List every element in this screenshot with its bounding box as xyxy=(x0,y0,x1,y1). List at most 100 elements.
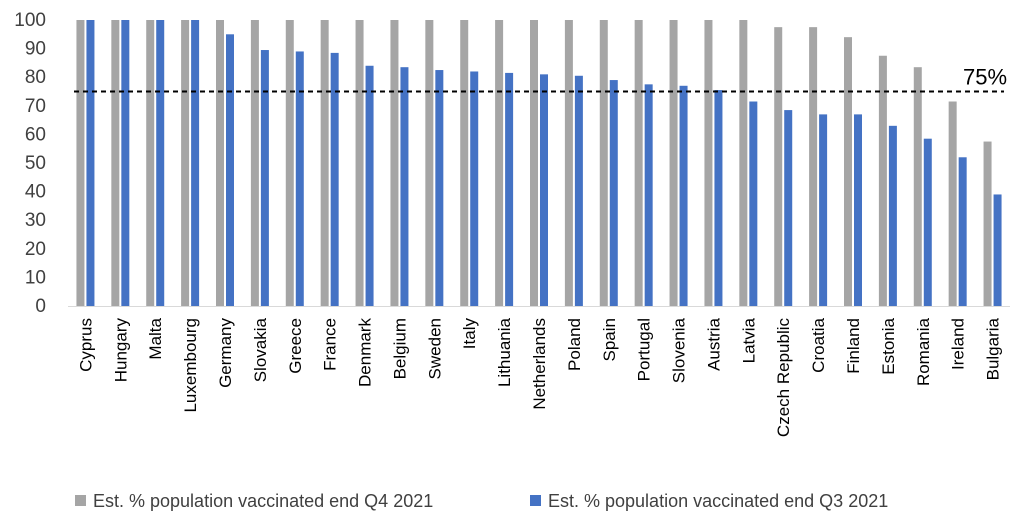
y-tick-label: 100 xyxy=(14,10,46,31)
bar-q4-lithuania xyxy=(495,20,504,306)
bar-q3-greece xyxy=(295,51,304,307)
bar-q4-luxembourg xyxy=(181,20,190,306)
reference-line-group: 75% xyxy=(74,65,1007,93)
bar-q4-france xyxy=(320,20,329,306)
bar-q3-cyprus xyxy=(86,20,95,306)
bar-q3-portugal xyxy=(644,84,653,306)
bar-q4-bulgaria xyxy=(983,141,992,306)
y-tick-label: 60 xyxy=(25,124,46,145)
category-label: Malta xyxy=(146,317,165,359)
category-label: Cyprus xyxy=(76,318,95,372)
bar-q4-germany xyxy=(216,20,224,306)
bar-q3-ireland xyxy=(958,157,967,306)
y-tick-label: 40 xyxy=(25,182,46,203)
bar-q3-romania xyxy=(923,138,932,306)
legend-label: Est. % population vaccinated end Q4 2021 xyxy=(93,491,433,511)
bar-q3-germany xyxy=(226,34,234,307)
y-tick-label: 0 xyxy=(35,296,46,317)
bar-q4-italy xyxy=(460,20,469,306)
bar-q3-malta xyxy=(156,20,165,306)
bar-q3-lithuania xyxy=(505,72,514,306)
bar-q3-italy xyxy=(470,71,479,306)
category-label: Belgium xyxy=(390,318,409,379)
bar-q3-finland xyxy=(854,114,862,306)
bar-q3-hungary xyxy=(121,20,130,306)
bar-q3-luxembourg xyxy=(191,20,200,306)
bar-q3-latvia xyxy=(749,101,758,306)
bar-q3-bulgaria xyxy=(993,194,1002,306)
category-label: Netherlands xyxy=(530,318,549,410)
bar-q3-netherlands xyxy=(540,74,548,306)
x-axis: Cyprus Hungary Malta Luxembourg Germany Slova… xyxy=(68,306,1010,438)
category-label: Germany xyxy=(216,318,235,388)
category-label: Spain xyxy=(600,318,619,361)
bar-q4-poland xyxy=(564,20,573,306)
category-label: Portugal xyxy=(635,318,654,381)
bar-q4-greece xyxy=(285,20,294,306)
category-label: France xyxy=(321,318,340,371)
bar-q4-czech-republic xyxy=(774,27,783,307)
legend-label: Est. % population vaccinated end Q3 2021 xyxy=(548,491,888,511)
category-label: Hungary xyxy=(111,318,130,383)
bar-q4-netherlands xyxy=(530,20,538,306)
bar-q4-austria xyxy=(704,20,713,306)
bar-q4-belgium xyxy=(390,20,399,306)
category-label: Finland xyxy=(844,318,863,374)
category-label: Czech Republic xyxy=(774,318,793,438)
category-label: Latvia xyxy=(739,317,758,363)
bar-q4-hungary xyxy=(111,20,120,306)
category-label: Austria xyxy=(704,317,723,370)
bar-q3-austria xyxy=(714,90,723,306)
bar-q4-slovenia xyxy=(669,20,678,306)
category-label: Slovakia xyxy=(251,317,270,382)
bar-q4-latvia xyxy=(739,20,748,306)
reference-line-label: 75% xyxy=(963,65,1007,90)
bar-q4-portugal xyxy=(634,20,643,306)
category-label: Lithuania xyxy=(495,317,514,387)
y-tick-label: 70 xyxy=(25,96,46,117)
bar-q3-slovakia xyxy=(260,50,269,306)
y-tick-label: 80 xyxy=(25,67,46,88)
legend: Est. % population vaccinated end Q4 2021… xyxy=(75,491,888,511)
category-label: Ireland xyxy=(949,318,968,370)
category-label: Croatia xyxy=(809,317,828,372)
bar-q3-denmark xyxy=(365,65,374,306)
bar-q3-croatia xyxy=(819,114,828,306)
bar-q3-spain xyxy=(609,80,618,306)
category-label: Estonia xyxy=(879,317,898,374)
bar-q4-estonia xyxy=(878,55,887,306)
category-label: Poland xyxy=(565,318,584,371)
y-tick-label: 30 xyxy=(25,210,46,231)
category-label: Luxembourg xyxy=(181,318,200,413)
category-label: Slovenia xyxy=(670,317,689,383)
category-label: Greece xyxy=(286,318,305,374)
bars xyxy=(76,20,1002,307)
bar-q3-france xyxy=(330,52,339,306)
bar-q4-slovakia xyxy=(250,20,259,306)
category-label: Denmark xyxy=(356,318,375,387)
category-label: Sweden xyxy=(425,318,444,379)
y-tick-label: 20 xyxy=(25,239,46,260)
category-label: Romania xyxy=(914,317,933,386)
bar-q4-malta xyxy=(146,20,155,306)
bar-q3-slovenia xyxy=(679,85,688,306)
bar-q3-czech-republic xyxy=(784,110,793,306)
bar-q4-cyprus xyxy=(76,20,85,306)
bar-q4-finland xyxy=(844,37,852,306)
bar-q3-poland xyxy=(574,75,583,307)
category-label: Italy xyxy=(460,318,479,350)
bar-q3-sweden xyxy=(435,70,444,306)
y-tick-label: 50 xyxy=(25,153,46,174)
legend-swatch xyxy=(530,495,541,506)
legend-swatch xyxy=(75,495,86,506)
y-tick-label: 90 xyxy=(25,39,46,60)
bar-q3-belgium xyxy=(400,67,409,306)
bar-q4-sweden xyxy=(425,20,434,306)
y-axis: 0 10 20 30 40 50 60 70 80 90 100 xyxy=(14,10,46,317)
bar-q3-estonia xyxy=(888,125,897,306)
bar-q4-croatia xyxy=(809,27,818,307)
category-label: Bulgaria xyxy=(984,317,1003,380)
bar-q4-spain xyxy=(599,20,608,306)
y-tick-label: 10 xyxy=(25,267,46,288)
